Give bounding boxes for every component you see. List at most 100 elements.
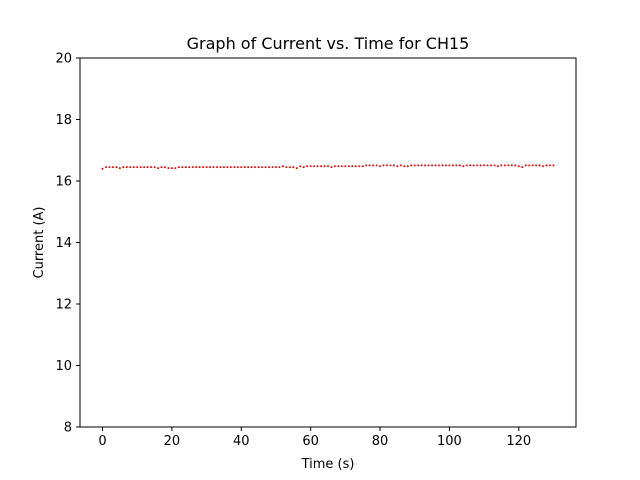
data-point [247, 166, 250, 169]
data-point [340, 165, 343, 168]
data-point [451, 164, 454, 167]
chart-title: Graph of Current vs. Time for CH15 [187, 34, 470, 53]
data-point [503, 164, 506, 167]
data-point [264, 166, 267, 169]
data-point [327, 165, 329, 168]
data-point [458, 164, 461, 167]
x-tick-label: 120 [506, 434, 531, 449]
data-point [157, 167, 160, 170]
data-point [476, 164, 479, 167]
data-point [413, 164, 416, 167]
data-point [323, 165, 326, 168]
data-point [216, 166, 219, 169]
data-point [129, 166, 132, 169]
data-point [472, 164, 475, 167]
data-point [125, 166, 128, 169]
data-point [542, 165, 545, 168]
data-point [167, 167, 170, 170]
data-point [535, 164, 538, 167]
y-axis-label: Current (A) [32, 207, 47, 279]
data-point [181, 166, 184, 169]
x-tick-label: 40 [233, 434, 250, 449]
data-point [441, 164, 444, 167]
data-point [552, 164, 555, 167]
data-point [347, 165, 350, 168]
data-point [333, 165, 336, 168]
data-point [493, 164, 496, 167]
data-point [337, 165, 340, 168]
data-point [222, 166, 225, 169]
data-point [184, 166, 187, 169]
data-point [281, 165, 284, 168]
data-point [191, 166, 194, 169]
data-point [538, 164, 541, 167]
data-point [101, 167, 104, 170]
plot-area [101, 164, 555, 170]
data-point [462, 165, 465, 168]
y-tick-label: 18 [55, 113, 72, 128]
data-point [136, 166, 139, 169]
data-point [392, 164, 395, 167]
data-point [403, 165, 406, 168]
data-point [250, 166, 253, 169]
data-point [274, 166, 277, 169]
y-tick-label: 16 [55, 175, 72, 190]
data-point [354, 165, 357, 168]
data-point [243, 166, 246, 169]
data-point [299, 165, 302, 168]
axes: 0 20 40 60 80 100 120 8 10 12 14 16 18 20 [55, 52, 577, 449]
data-point [545, 164, 548, 167]
data-point [517, 165, 520, 168]
data-point [444, 164, 447, 167]
data-point [528, 164, 531, 167]
data-point [358, 165, 361, 168]
data-point [209, 166, 212, 169]
data-point [420, 164, 423, 167]
data-point [295, 167, 298, 170]
data-point [455, 164, 458, 167]
data-point [236, 166, 239, 169]
x-tick-label: 0 [98, 434, 106, 449]
x-tick-label: 100 [437, 434, 462, 449]
data-point [417, 164, 420, 167]
data-point [174, 167, 177, 170]
data-point [115, 166, 118, 169]
data-point [368, 164, 371, 167]
data-point [382, 164, 385, 167]
data-point [292, 166, 295, 169]
data-point [122, 166, 125, 169]
data-point [424, 164, 427, 167]
data-point [111, 166, 114, 169]
data-point [143, 166, 146, 169]
data-point [198, 166, 201, 169]
data-point [379, 165, 382, 168]
data-point [469, 164, 472, 167]
data-point [278, 166, 281, 169]
data-point [288, 166, 291, 169]
data-point [514, 164, 517, 167]
data-point [229, 166, 232, 169]
data-point [205, 166, 208, 169]
data-point [496, 165, 499, 168]
data-point [170, 167, 173, 170]
x-tick-label: 60 [302, 434, 319, 449]
data-point [351, 165, 354, 168]
x-tick-label: 80 [372, 434, 389, 449]
data-point [389, 164, 392, 167]
data-point [226, 166, 229, 169]
data-point [521, 166, 524, 169]
data-point [313, 165, 316, 168]
x-axis-label: Time (s) [301, 457, 355, 472]
data-point [160, 166, 163, 169]
data-point [163, 166, 166, 169]
y-tick-label: 8 [64, 421, 72, 436]
data-point [465, 164, 468, 167]
data-point [195, 166, 198, 169]
data-point [132, 166, 135, 169]
data-point [427, 164, 430, 167]
data-point [365, 164, 368, 167]
data-point [233, 166, 236, 169]
data-point [146, 166, 149, 169]
data-point [302, 166, 305, 169]
